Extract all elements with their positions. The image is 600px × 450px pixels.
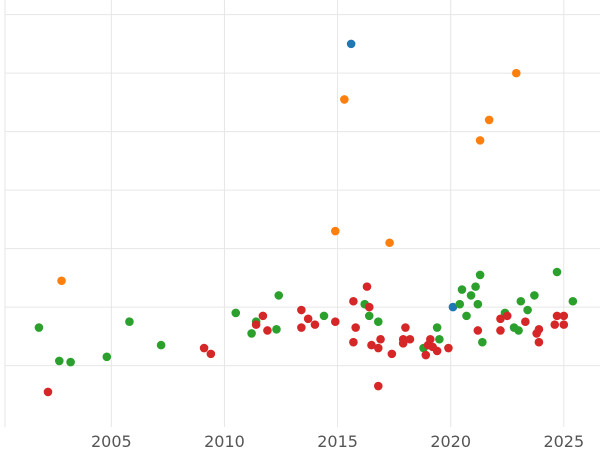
scatter-point: [552, 311, 562, 321]
scatter-point: [263, 326, 272, 335]
scatter-point: [496, 326, 505, 335]
scatter-point: [457, 285, 467, 294]
scatter-point: [478, 337, 487, 347]
scatter-point: [272, 325, 281, 334]
scatter-point: [559, 311, 569, 321]
scatter-point: [444, 343, 453, 353]
scatter-point: [349, 337, 358, 347]
scatter-point: [364, 302, 374, 312]
scatter-point: [340, 95, 349, 104]
scatter-point: [471, 282, 480, 291]
scatter-point: [473, 326, 483, 335]
scatter-point: [462, 311, 471, 321]
scatter-point: [373, 317, 383, 327]
scatter-point: [125, 317, 134, 327]
scatter-point: [247, 329, 256, 338]
scatter-point: [331, 317, 340, 327]
scatter-point: [376, 334, 385, 344]
scatter-point: [156, 340, 166, 350]
scatter-point: [511, 68, 521, 78]
scatter-point: [432, 346, 442, 356]
scatter-point: [362, 282, 372, 291]
scatter-point: [297, 305, 306, 315]
scatter-point: [206, 349, 216, 359]
scatter-point: [387, 349, 397, 359]
scatter-point: [66, 357, 75, 367]
scatter-point: [559, 320, 569, 329]
scatter-point: [310, 320, 320, 329]
scatter-point: [530, 291, 539, 300]
scatter-point: [57, 276, 66, 286]
scatter-point: [405, 334, 415, 344]
scatter-point: [367, 340, 376, 350]
scatter-point: [466, 291, 476, 300]
scatter-point: [552, 267, 562, 277]
scatter-point: [385, 238, 394, 248]
scatter-point: [251, 320, 261, 329]
scatter-point: [484, 115, 494, 125]
scatter-point: [364, 311, 374, 321]
x-tick-labels: 2005 2010 2015 2020 2025: [91, 432, 584, 450]
scatter-point: [398, 339, 408, 348]
scatter-point: [199, 343, 209, 353]
scatter-point: [521, 317, 530, 327]
scatter-point: [534, 325, 544, 334]
scatter-point: [373, 381, 383, 391]
scatter-point: [568, 296, 578, 306]
points-layer: [34, 39, 578, 397]
scatter-point: [351, 323, 360, 332]
scatter-point: [534, 337, 544, 347]
scatter-point: [231, 308, 241, 318]
x-tick-label: 2015: [317, 432, 358, 450]
x-tick-label: 2005: [91, 432, 132, 450]
scatter-point: [448, 302, 458, 312]
grid-layer: [4, 0, 600, 427]
scatter-point: [432, 323, 442, 332]
scatter-point: [303, 314, 313, 324]
x-tick-label: 2010: [204, 432, 245, 450]
scatter-point: [43, 387, 53, 397]
scatter-point: [34, 323, 44, 332]
scatter-point: [401, 323, 410, 332]
scatter-point: [475, 270, 485, 280]
scatter-point: [54, 356, 64, 366]
scatter-point: [473, 299, 483, 309]
scatter-point: [373, 343, 383, 353]
scatter-point: [258, 311, 268, 321]
scatter-point: [319, 311, 329, 321]
scatter-point: [502, 311, 512, 321]
scatter-point: [349, 296, 358, 306]
scatter-point: [346, 39, 356, 49]
scatter-point: [435, 334, 444, 344]
scatter-point: [514, 326, 523, 335]
scatter-point: [331, 226, 340, 236]
scatter-point: [297, 323, 306, 332]
scatter-point: [496, 314, 505, 324]
scatter-point: [516, 296, 526, 306]
scatter-point: [426, 334, 435, 344]
scatter-point: [475, 136, 485, 145]
x-tick-label: 2020: [430, 432, 471, 450]
x-tick-label: 2025: [543, 432, 584, 450]
scatter-point: [523, 305, 532, 315]
scatter-point: [421, 350, 431, 360]
scatter-point: [274, 291, 284, 300]
scatter-point: [455, 299, 465, 309]
scatter-point: [550, 320, 560, 329]
scatter-point: [102, 352, 112, 362]
